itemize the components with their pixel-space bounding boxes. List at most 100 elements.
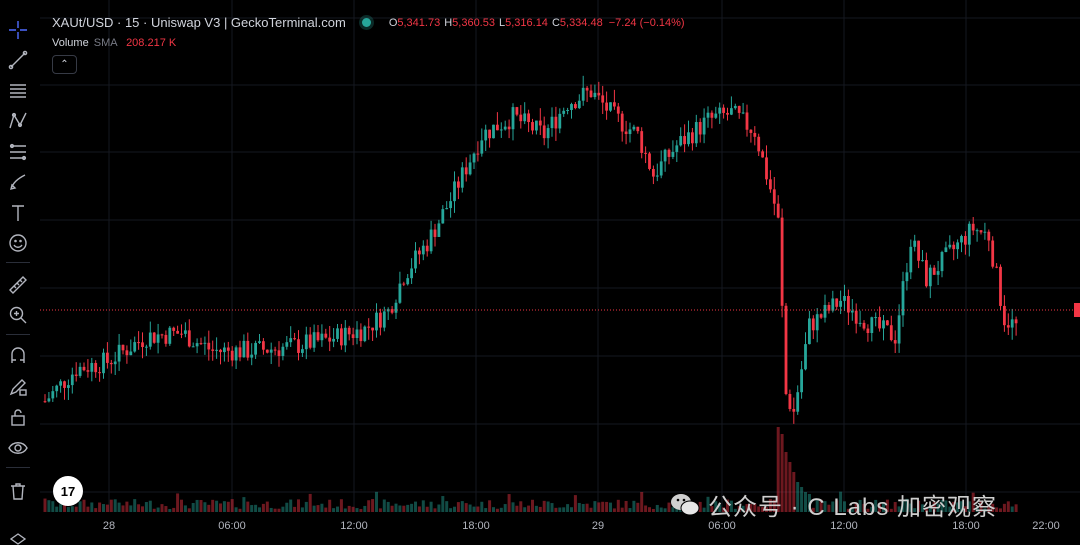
candle-body [772, 189, 776, 204]
volume-bar [277, 508, 281, 512]
candle-body [925, 260, 928, 287]
layers-icon[interactable] [10, 532, 26, 545]
volume-bar [667, 502, 671, 512]
candle-body [570, 104, 573, 110]
volume-bar [211, 499, 215, 512]
volume-bar [105, 504, 109, 512]
candle-body [589, 90, 593, 98]
pencil-lock-icon[interactable] [6, 375, 30, 399]
symbol-title[interactable]: XAUt/USD · 15 · Uniswap V3 | GeckoTermin… [52, 15, 346, 30]
volume-bar [609, 502, 612, 512]
brush-icon[interactable] [6, 170, 30, 194]
candle-body [644, 152, 647, 154]
candle-body [238, 347, 242, 358]
candle-body [909, 246, 913, 273]
volume-bar [495, 508, 499, 512]
candle-body [168, 327, 172, 344]
volume-bar [293, 506, 297, 512]
volume-bar [928, 507, 932, 512]
crosshair-icon[interactable] [6, 18, 30, 42]
text-icon[interactable] [6, 201, 30, 225]
volume-bar [659, 507, 663, 512]
collapse-legend-button[interactable]: ⌃ [52, 55, 77, 74]
x-tick-label: 06:00 [708, 520, 736, 532]
tradingview-logo[interactable]: 17 [53, 476, 83, 506]
volume-bar [597, 502, 601, 512]
volume-bar [98, 502, 102, 512]
candle-body [741, 112, 745, 114]
emoji-icon[interactable] [6, 231, 30, 255]
volume-legend[interactable]: Volume SMA 208.217 K [52, 37, 176, 49]
candle-body [655, 175, 659, 177]
candle-body [277, 350, 281, 356]
candle-body [301, 349, 304, 353]
volume-bar [394, 503, 398, 512]
volume-bar [199, 500, 203, 512]
candle-body [640, 131, 644, 153]
volume-bar [117, 502, 121, 512]
candle-body [351, 334, 355, 338]
volume-bar [144, 502, 148, 512]
magnet-icon[interactable] [6, 344, 30, 368]
watermark: 公众号 · C Labs 加密观察 [670, 487, 997, 522]
fib-icon[interactable] [6, 140, 30, 164]
candle-body [511, 107, 515, 130]
pattern-icon[interactable] [6, 109, 30, 133]
candle-body [944, 247, 948, 253]
volume-bar [573, 495, 577, 512]
chart-grid [40, 0, 1080, 512]
candle-body [702, 117, 706, 135]
volume-bar [152, 508, 156, 512]
candle-body [242, 340, 246, 358]
candle-body [106, 352, 109, 363]
candle-body [940, 252, 944, 272]
volume-bar [339, 499, 343, 512]
high-value: 5,360.53 [452, 16, 495, 29]
candle-body [960, 236, 963, 243]
horizontal-lines-icon[interactable] [6, 79, 30, 103]
volume-bar [219, 503, 222, 512]
trend-line-icon[interactable] [6, 48, 30, 72]
volume-bar [164, 506, 168, 512]
ruler-icon[interactable] [6, 273, 30, 297]
candle-body [211, 349, 215, 351]
candle-body [484, 129, 488, 141]
candle-body [753, 132, 757, 137]
candle-body [714, 113, 718, 118]
symbol-legend: XAUt/USD · 15 · Uniswap V3 | GeckoTermin… [52, 15, 685, 30]
eye-icon[interactable] [6, 436, 30, 460]
x-tick-label: 06:00 [218, 520, 246, 532]
volume-bar [281, 506, 285, 512]
volume-bar [51, 501, 55, 512]
volume-bar [425, 506, 429, 512]
last-price-tag[interactable] [1074, 303, 1080, 317]
trash-icon[interactable] [6, 479, 30, 503]
volume-bar [975, 506, 979, 512]
candle-body [847, 295, 850, 313]
candle-body [632, 126, 636, 130]
candle-body [800, 369, 803, 393]
candle-body [964, 236, 967, 245]
candle-body [737, 105, 741, 113]
volume-bar [909, 503, 913, 512]
candle-body [827, 304, 831, 311]
lock-icon[interactable] [6, 405, 30, 429]
volume-bar [402, 505, 406, 512]
candle-body [285, 342, 289, 347]
volume-value: 208.217 K [126, 37, 177, 49]
volume-bar [605, 501, 609, 512]
volume-bar [858, 499, 862, 512]
volume-bar [967, 501, 971, 512]
volume-bar [882, 503, 885, 512]
volume-bar [827, 504, 831, 512]
volume-bar [921, 504, 924, 512]
candle-body [811, 318, 815, 331]
zoom-icon[interactable] [6, 303, 30, 327]
volume-bar [917, 500, 921, 512]
candle-body [160, 334, 164, 336]
volume-bar [889, 508, 893, 512]
volume-bar [776, 427, 780, 512]
candle-body [577, 100, 581, 109]
candle-body [418, 250, 421, 255]
